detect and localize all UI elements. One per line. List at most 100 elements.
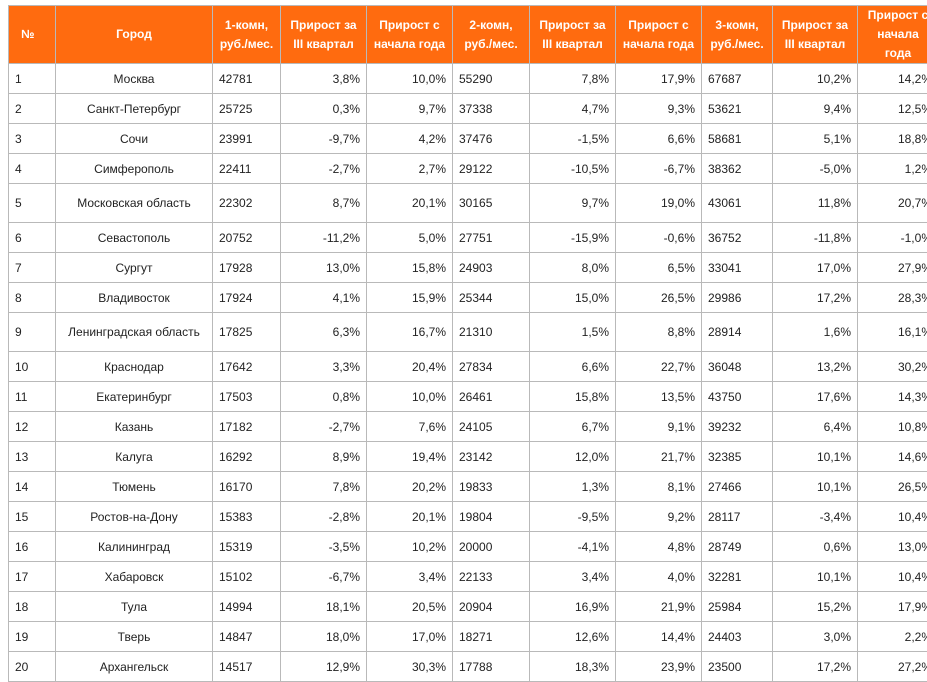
growth-ytd-2room-cell: 21,9% — [616, 592, 702, 622]
price-3room-cell: 27466 — [702, 472, 773, 502]
growth-q3-1room-cell: -2,7% — [281, 154, 367, 184]
growth-ytd-3room-cell: 12,5% — [858, 94, 927, 124]
growth-ytd-2room-cell: 4,8% — [616, 532, 702, 562]
price-3room-cell: 32385 — [702, 442, 773, 472]
price-1room-cell: 17928 — [213, 253, 281, 283]
header-cell-1room-ytd-growth: Прирост с начала года — [367, 6, 453, 64]
price-2room-cell: 17788 — [453, 652, 530, 682]
growth-ytd-1room-cell: 10,2% — [367, 532, 453, 562]
price-1room-cell: 14847 — [213, 622, 281, 652]
growth-ytd-3room-cell: 14,6% — [858, 442, 927, 472]
growth-q3-1room-cell: 18,1% — [281, 592, 367, 622]
price-2room-cell: 18271 — [453, 622, 530, 652]
price-1room-cell: 17825 — [213, 313, 281, 352]
growth-ytd-2room-cell: -0,6% — [616, 223, 702, 253]
growth-q3-3room-cell: 3,0% — [773, 622, 858, 652]
growth-ytd-2room-cell: -6,7% — [616, 154, 702, 184]
row-number-cell: 17 — [9, 562, 56, 592]
growth-ytd-3room-cell: 2,2% — [858, 622, 927, 652]
growth-ytd-2room-cell: 14,4% — [616, 622, 702, 652]
growth-q3-3room-cell: 10,1% — [773, 472, 858, 502]
growth-q3-1room-cell: -2,8% — [281, 502, 367, 532]
growth-q3-3room-cell: -3,4% — [773, 502, 858, 532]
growth-ytd-3room-cell: 10,4% — [858, 502, 927, 532]
growth-ytd-2room-cell: 4,0% — [616, 562, 702, 592]
price-1room-cell: 20752 — [213, 223, 281, 253]
growth-q3-3room-cell: -11,8% — [773, 223, 858, 253]
growth-q3-3room-cell: 9,4% — [773, 94, 858, 124]
growth-ytd-2room-cell: 6,6% — [616, 124, 702, 154]
growth-q3-2room-cell: 7,8% — [530, 64, 616, 94]
growth-q3-2room-cell: 3,4% — [530, 562, 616, 592]
price-3room-cell: 23500 — [702, 652, 773, 682]
row-number-cell: 20 — [9, 652, 56, 682]
growth-q3-2room-cell: -4,1% — [530, 532, 616, 562]
header-cell-3room-price: 3-комн, руб./мес. — [702, 6, 773, 64]
growth-ytd-2room-cell: 8,8% — [616, 313, 702, 352]
growth-ytd-2room-cell: 13,5% — [616, 382, 702, 412]
growth-ytd-2room-cell: 8,1% — [616, 472, 702, 502]
price-1room-cell: 22302 — [213, 184, 281, 223]
growth-q3-3room-cell: 0,6% — [773, 532, 858, 562]
growth-q3-1room-cell: 6,3% — [281, 313, 367, 352]
growth-q3-1room-cell: 18,0% — [281, 622, 367, 652]
row-number-cell: 15 — [9, 502, 56, 532]
price-3room-cell: 28914 — [702, 313, 773, 352]
growth-q3-3room-cell: 17,0% — [773, 253, 858, 283]
price-2room-cell: 22133 — [453, 562, 530, 592]
growth-ytd-2room-cell: 6,5% — [616, 253, 702, 283]
growth-q3-3room-cell: 10,1% — [773, 442, 858, 472]
growth-q3-2room-cell: 6,6% — [530, 352, 616, 382]
city-cell: Санкт-Петербург — [56, 94, 213, 124]
growth-q3-3room-cell: 10,1% — [773, 562, 858, 592]
growth-ytd-2room-cell: 9,2% — [616, 502, 702, 532]
growth-ytd-1room-cell: 20,4% — [367, 352, 453, 382]
growth-ytd-3room-cell: 10,4% — [858, 562, 927, 592]
price-2room-cell: 19833 — [453, 472, 530, 502]
price-1room-cell: 16292 — [213, 442, 281, 472]
growth-ytd-3room-cell: 14,3% — [858, 382, 927, 412]
growth-q3-2room-cell: -9,5% — [530, 502, 616, 532]
header-row: № Город 1-комн, руб./мес. Прирост за III… — [9, 6, 927, 64]
price-3room-cell: 58681 — [702, 124, 773, 154]
growth-q3-1room-cell: -6,7% — [281, 562, 367, 592]
growth-q3-1room-cell: 13,0% — [281, 253, 367, 283]
growth-q3-2room-cell: 6,7% — [530, 412, 616, 442]
row-number-cell: 11 — [9, 382, 56, 412]
price-3room-cell: 33041 — [702, 253, 773, 283]
growth-q3-2room-cell: 1,3% — [530, 472, 616, 502]
price-3room-cell: 43750 — [702, 382, 773, 412]
growth-ytd-2room-cell: 9,1% — [616, 412, 702, 442]
price-3room-cell: 36752 — [702, 223, 773, 253]
city-cell: Хабаровск — [56, 562, 213, 592]
row-number-cell: 14 — [9, 472, 56, 502]
row-number-cell: 8 — [9, 283, 56, 313]
growth-q3-1room-cell: 0,8% — [281, 382, 367, 412]
price-3room-cell: 24403 — [702, 622, 773, 652]
city-cell: Архангельск — [56, 652, 213, 682]
city-cell: Московская область — [56, 184, 213, 223]
price-1room-cell: 14517 — [213, 652, 281, 682]
growth-q3-1room-cell: 3,8% — [281, 64, 367, 94]
growth-ytd-1room-cell: 15,8% — [367, 253, 453, 283]
growth-ytd-1room-cell: 3,4% — [367, 562, 453, 592]
price-2room-cell: 19804 — [453, 502, 530, 532]
price-1room-cell: 25725 — [213, 94, 281, 124]
growth-ytd-3room-cell: 17,9% — [858, 592, 927, 622]
growth-ytd-1room-cell: 10,0% — [367, 382, 453, 412]
price-2room-cell: 26461 — [453, 382, 530, 412]
growth-q3-2room-cell: 16,9% — [530, 592, 616, 622]
price-3room-cell: 28749 — [702, 532, 773, 562]
growth-ytd-2room-cell: 22,7% — [616, 352, 702, 382]
growth-q3-2room-cell: 8,0% — [530, 253, 616, 283]
growth-q3-1room-cell: 8,9% — [281, 442, 367, 472]
price-2room-cell: 27834 — [453, 352, 530, 382]
row-number-cell: 9 — [9, 313, 56, 352]
city-cell: Калуга — [56, 442, 213, 472]
